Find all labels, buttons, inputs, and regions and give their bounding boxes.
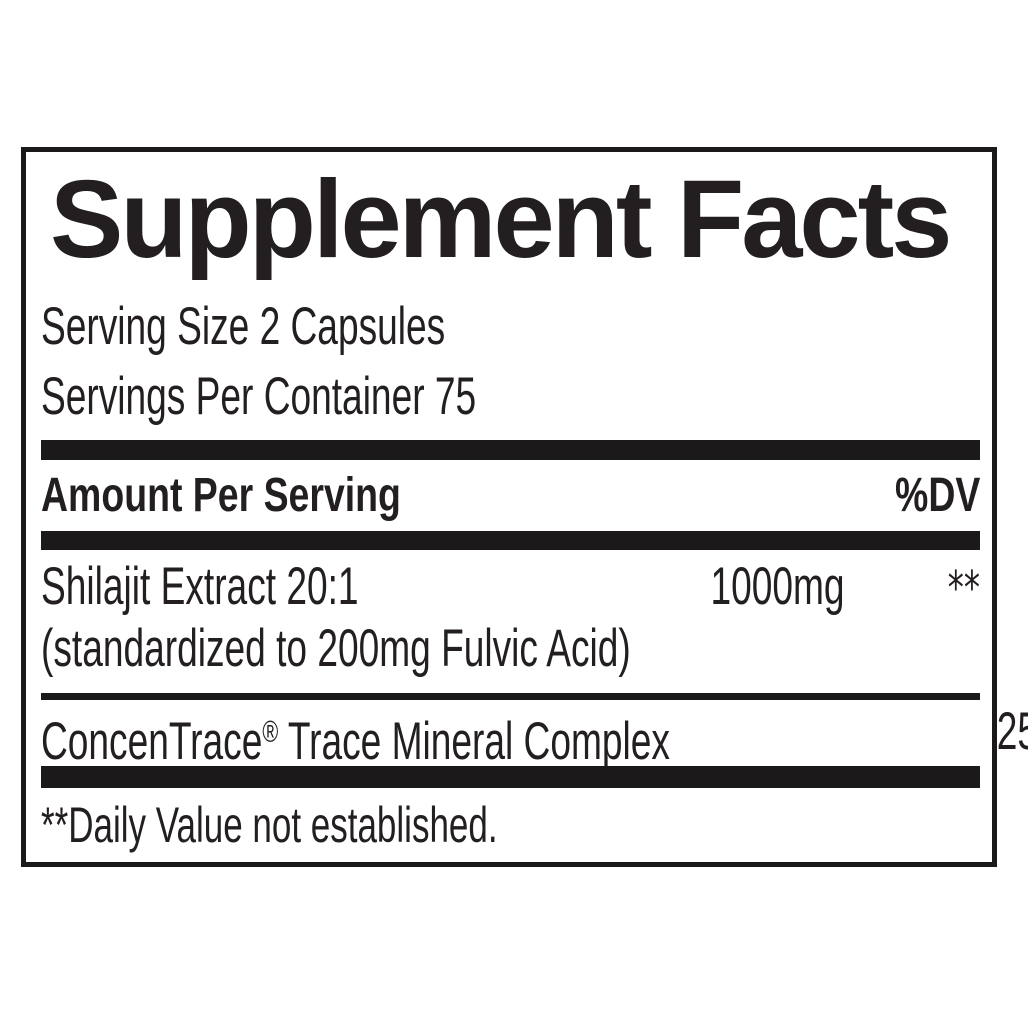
thick-divider-header bbox=[41, 531, 980, 550]
serving-size-line: Serving Size 2 Capsules bbox=[41, 300, 980, 353]
ingredient-name: Shilajit Extract 20:1 bbox=[41, 557, 359, 616]
ingredient-amount: 25mg bbox=[996, 702, 1028, 761]
table-row: ConcenTrace® Trace Mineral Complex 25mg … bbox=[41, 705, 1028, 768]
ingredient-amount-cell: 25mg bbox=[940, 705, 1028, 758]
footnote-text: **Daily Value not established. bbox=[41, 797, 498, 853]
dv-header: %DV bbox=[894, 469, 980, 522]
supplement-facts-title: Supplement Facts bbox=[50, 158, 952, 281]
ingredient-name-cell: ConcenTrace® Trace Mineral Complex bbox=[41, 705, 940, 768]
ingredient-name: ConcenTrace® Trace Mineral Complex bbox=[41, 705, 670, 768]
amount-per-serving-header: Amount Per Serving bbox=[41, 469, 401, 522]
supplement-facts-panel: Supplement Facts Serving Size 2 Capsules… bbox=[21, 147, 1028, 867]
table-row: Shilajit Extract 20:1 1000mg ** bbox=[41, 560, 980, 615]
ingredient-name-cell: Shilajit Extract 20:1 bbox=[41, 560, 653, 613]
ingredient-name-pre: ConcenTrace bbox=[41, 711, 263, 771]
registered-trademark-symbol: ® bbox=[262, 714, 279, 749]
dv-header-cell: %DV bbox=[845, 472, 980, 520]
ingredient-dv: ** bbox=[947, 561, 980, 615]
ingredient-detail-line: (standardized to 200mg Fulvic Acid) bbox=[41, 622, 980, 675]
thick-divider-top bbox=[41, 440, 980, 460]
amount-per-serving-header-cell: Amount Per Serving bbox=[41, 472, 845, 520]
thick-divider-bottom bbox=[41, 766, 980, 788]
servings-per-container-line: Servings Per Container 75 bbox=[41, 370, 980, 423]
ingredient-name-post: Trace Mineral Complex bbox=[278, 711, 670, 771]
serving-size-text: Serving Size 2 Capsules bbox=[41, 297, 446, 356]
footnote-line: **Daily Value not established. bbox=[41, 800, 693, 850]
servings-per-container-text: Servings Per Container 75 bbox=[41, 367, 477, 426]
ingredient-amount-cell: 1000mg bbox=[653, 560, 845, 613]
thin-divider bbox=[41, 693, 980, 700]
ingredient-amount: 1000mg bbox=[710, 557, 845, 616]
table-header-row: Amount Per Serving %DV bbox=[41, 472, 980, 520]
ingredient-dv-cell: ** bbox=[845, 560, 980, 615]
ingredient-detail: (standardized to 200mg Fulvic Acid) bbox=[41, 619, 631, 678]
